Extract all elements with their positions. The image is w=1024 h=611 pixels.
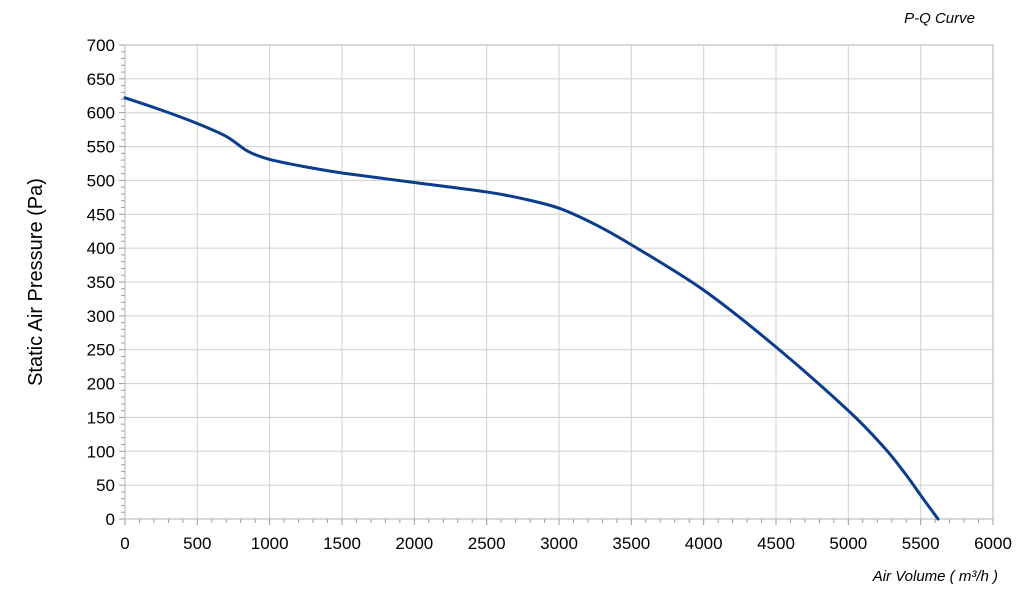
x-tick-label: 3500 (612, 534, 650, 553)
y-tick-label: 100 (87, 442, 115, 461)
plot-frame (124, 44, 994, 520)
x-tick-label: 5000 (829, 534, 867, 553)
plot-area-border (124, 44, 994, 520)
series-layer (123, 96, 940, 521)
x-tick-label: 3000 (540, 534, 578, 553)
y-tick-label: 0 (106, 510, 115, 529)
grid-lines (124, 44, 994, 520)
x-tick-label: 4000 (685, 534, 723, 553)
pq-curve-line (123, 96, 940, 521)
y-tick-label: 500 (87, 171, 115, 190)
y-tick-label: 350 (87, 273, 115, 292)
y-tick-label: 50 (96, 476, 115, 495)
x-tick-label: 2000 (395, 534, 433, 553)
x-tick-label: 0 (120, 534, 129, 553)
y-tick-label: 650 (87, 70, 115, 89)
x-tick-label: 1500 (323, 534, 361, 553)
chart-title: P-Q Curve (904, 10, 975, 27)
x-tick-label: 4500 (757, 534, 795, 553)
minor-ticks (119, 44, 994, 525)
x-tick-label: 1000 (251, 534, 289, 553)
x-axis-title: Air Volume ( m³/h ) (872, 568, 998, 585)
y-axis-title: Static Air Pressure (Pa) (25, 178, 47, 386)
x-tick-label: 5500 (902, 534, 940, 553)
y-tick-label: 400 (87, 239, 115, 258)
x-tick-label: 2500 (468, 534, 506, 553)
x-tick-label: 6000 (974, 534, 1012, 553)
y-tick-label: 250 (87, 341, 115, 360)
y-tick-label: 550 (87, 138, 115, 157)
y-tick-label: 700 (87, 36, 115, 55)
x-tick-label: 500 (183, 534, 211, 553)
y-tick-label: 300 (87, 307, 115, 326)
y-tick-label: 150 (87, 408, 115, 427)
y-tick-label: 600 (87, 104, 115, 123)
y-tick-label: 200 (87, 375, 115, 394)
tick-labels: 0 500 1000 1500 2000 2500 3000 3500 4000 4500 5000… (87, 36, 1012, 553)
y-tick-label: 450 (87, 205, 115, 224)
